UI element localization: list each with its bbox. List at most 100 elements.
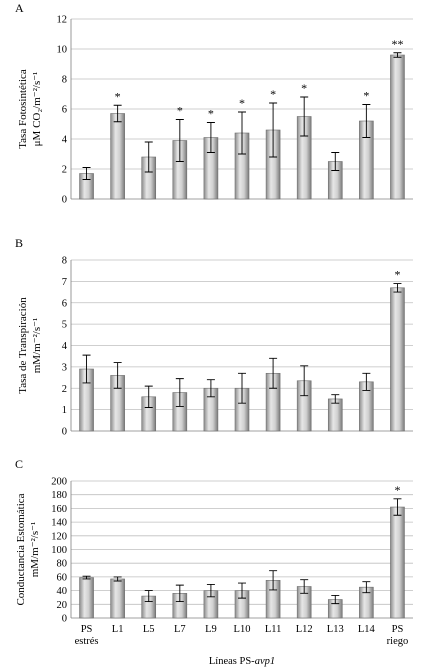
significance-marker: * [394, 268, 400, 282]
error-bar [269, 357, 278, 389]
error-bar [238, 111, 246, 155]
error-bar [300, 365, 309, 397]
error-bar [175, 119, 184, 162]
y-tick-label: 60 [57, 572, 68, 583]
significance-marker: * [363, 89, 369, 103]
error-bar [300, 96, 309, 137]
significance-marker: * [301, 81, 307, 95]
panel-label: A [15, 1, 24, 15]
x-tick-label: L12 [296, 624, 313, 635]
y-tick-label: 160 [51, 504, 67, 515]
significance-marker: * [208, 107, 214, 121]
significance-marker: * [177, 104, 183, 118]
y-axis-label: Conductancia Estomática [15, 493, 27, 605]
x-tick-label: L9 [205, 624, 217, 635]
bar-ps-riego [390, 54, 405, 200]
error-bar [393, 498, 402, 516]
y-tick-label: 2 [62, 165, 67, 176]
error-bar [82, 167, 91, 180]
significance-marker: * [239, 96, 245, 110]
chart-panel-C: C 0 20 40 60 80 100 120 140 160 180 200 Conductancia… [15, 457, 413, 667]
y-axis-label: mM/m⁻²/s⁻¹ [31, 318, 43, 374]
error-bar [238, 372, 246, 404]
error-bar [206, 379, 215, 398]
x-axis-label: Líneas PS-avp1 [209, 656, 275, 667]
error-bar [331, 152, 340, 171]
error-bar [175, 378, 184, 407]
x-tick-label: L7 [174, 624, 186, 635]
error-bar [175, 584, 184, 603]
error-bar [82, 354, 91, 384]
x-tick-label: L5 [143, 624, 155, 635]
error-bar [393, 283, 402, 293]
chart-panel-A: A 0 2 4 6 8 10 12 Tasa Fotosintética μM CO₂/m⁻²/s… [15, 1, 413, 206]
y-tick-label: 7 [62, 277, 67, 288]
y-tick-label: 0 [62, 427, 67, 438]
y-tick-label: 12 [57, 15, 68, 26]
y-tick-label: 120 [51, 531, 67, 542]
x-tick-label: riego [387, 636, 409, 647]
y-tick-label: 200 [51, 477, 67, 488]
error-bar [144, 141, 153, 173]
bar-l13 [327, 398, 343, 432]
bar-l1 [110, 578, 125, 619]
bar-ps-riego [390, 506, 405, 619]
error-bar [113, 104, 122, 123]
significance-marker: * [115, 89, 121, 103]
panel-label: B [15, 236, 23, 250]
y-tick-label: 100 [51, 545, 67, 556]
bar-ps-riego [390, 287, 405, 432]
error-bar [144, 590, 153, 603]
y-tick-label: 8 [62, 256, 67, 267]
error-bar [144, 385, 153, 408]
y-tick-label: 5 [62, 320, 67, 331]
error-bar [269, 102, 278, 158]
y-tick-label: 1 [62, 405, 67, 416]
x-tick-label: L14 [358, 624, 376, 635]
x-tick-label: estrés [75, 636, 99, 647]
y-tick-label: 0 [62, 614, 67, 625]
error-bar [82, 575, 91, 580]
error-bar [113, 362, 122, 389]
x-tick-label: PS [81, 624, 93, 635]
error-bar [362, 372, 371, 391]
y-axis-label: μM CO₂/m⁻²/s⁻¹ [31, 72, 43, 147]
error-bar [300, 579, 309, 594]
y-axis-label: Tasa de Transpiración [17, 297, 29, 394]
error-bar [331, 594, 340, 605]
error-bar [362, 104, 371, 138]
panel-label: C [15, 457, 23, 471]
y-tick-label: 4 [62, 341, 68, 352]
y-axis-label: mM/m⁻²/s⁻¹ [29, 522, 41, 578]
y-tick-label: 6 [62, 298, 67, 309]
x-tick-label: L13 [327, 624, 344, 635]
y-tick-label: 10 [57, 45, 68, 56]
y-tick-label: 2 [62, 384, 67, 395]
y-tick-label: 20 [57, 600, 68, 611]
error-bar [113, 576, 122, 582]
significance-marker: * [270, 87, 276, 101]
x-tick-label: L10 [234, 624, 251, 635]
significance-marker: * [394, 483, 400, 497]
y-axis-label: Tasa Fotosintética [17, 69, 29, 149]
x-tick-label: L1 [112, 624, 124, 635]
y-tick-label: 80 [57, 559, 68, 570]
y-tick-label: 6 [62, 105, 67, 116]
y-tick-label: 180 [51, 490, 67, 501]
bar-l1 [110, 113, 125, 200]
error-bar [331, 394, 340, 404]
error-bar [206, 583, 215, 598]
y-tick-label: 8 [62, 75, 67, 86]
y-tick-label: 3 [62, 362, 67, 373]
chart-panel-B: B 0 1 2 3 4 5 6 7 8 Tasa de Transpiración mM/m⁻²/s⁻… [15, 236, 413, 438]
error-bar [206, 122, 215, 153]
error-bar [238, 582, 246, 599]
significance-marker: ** [391, 37, 403, 51]
error-bar [362, 581, 371, 594]
y-tick-label: 0 [62, 195, 67, 206]
x-tick-label: PS [392, 624, 404, 635]
error-bar [393, 52, 402, 58]
error-bar [269, 570, 278, 591]
y-tick-label: 4 [62, 135, 68, 146]
